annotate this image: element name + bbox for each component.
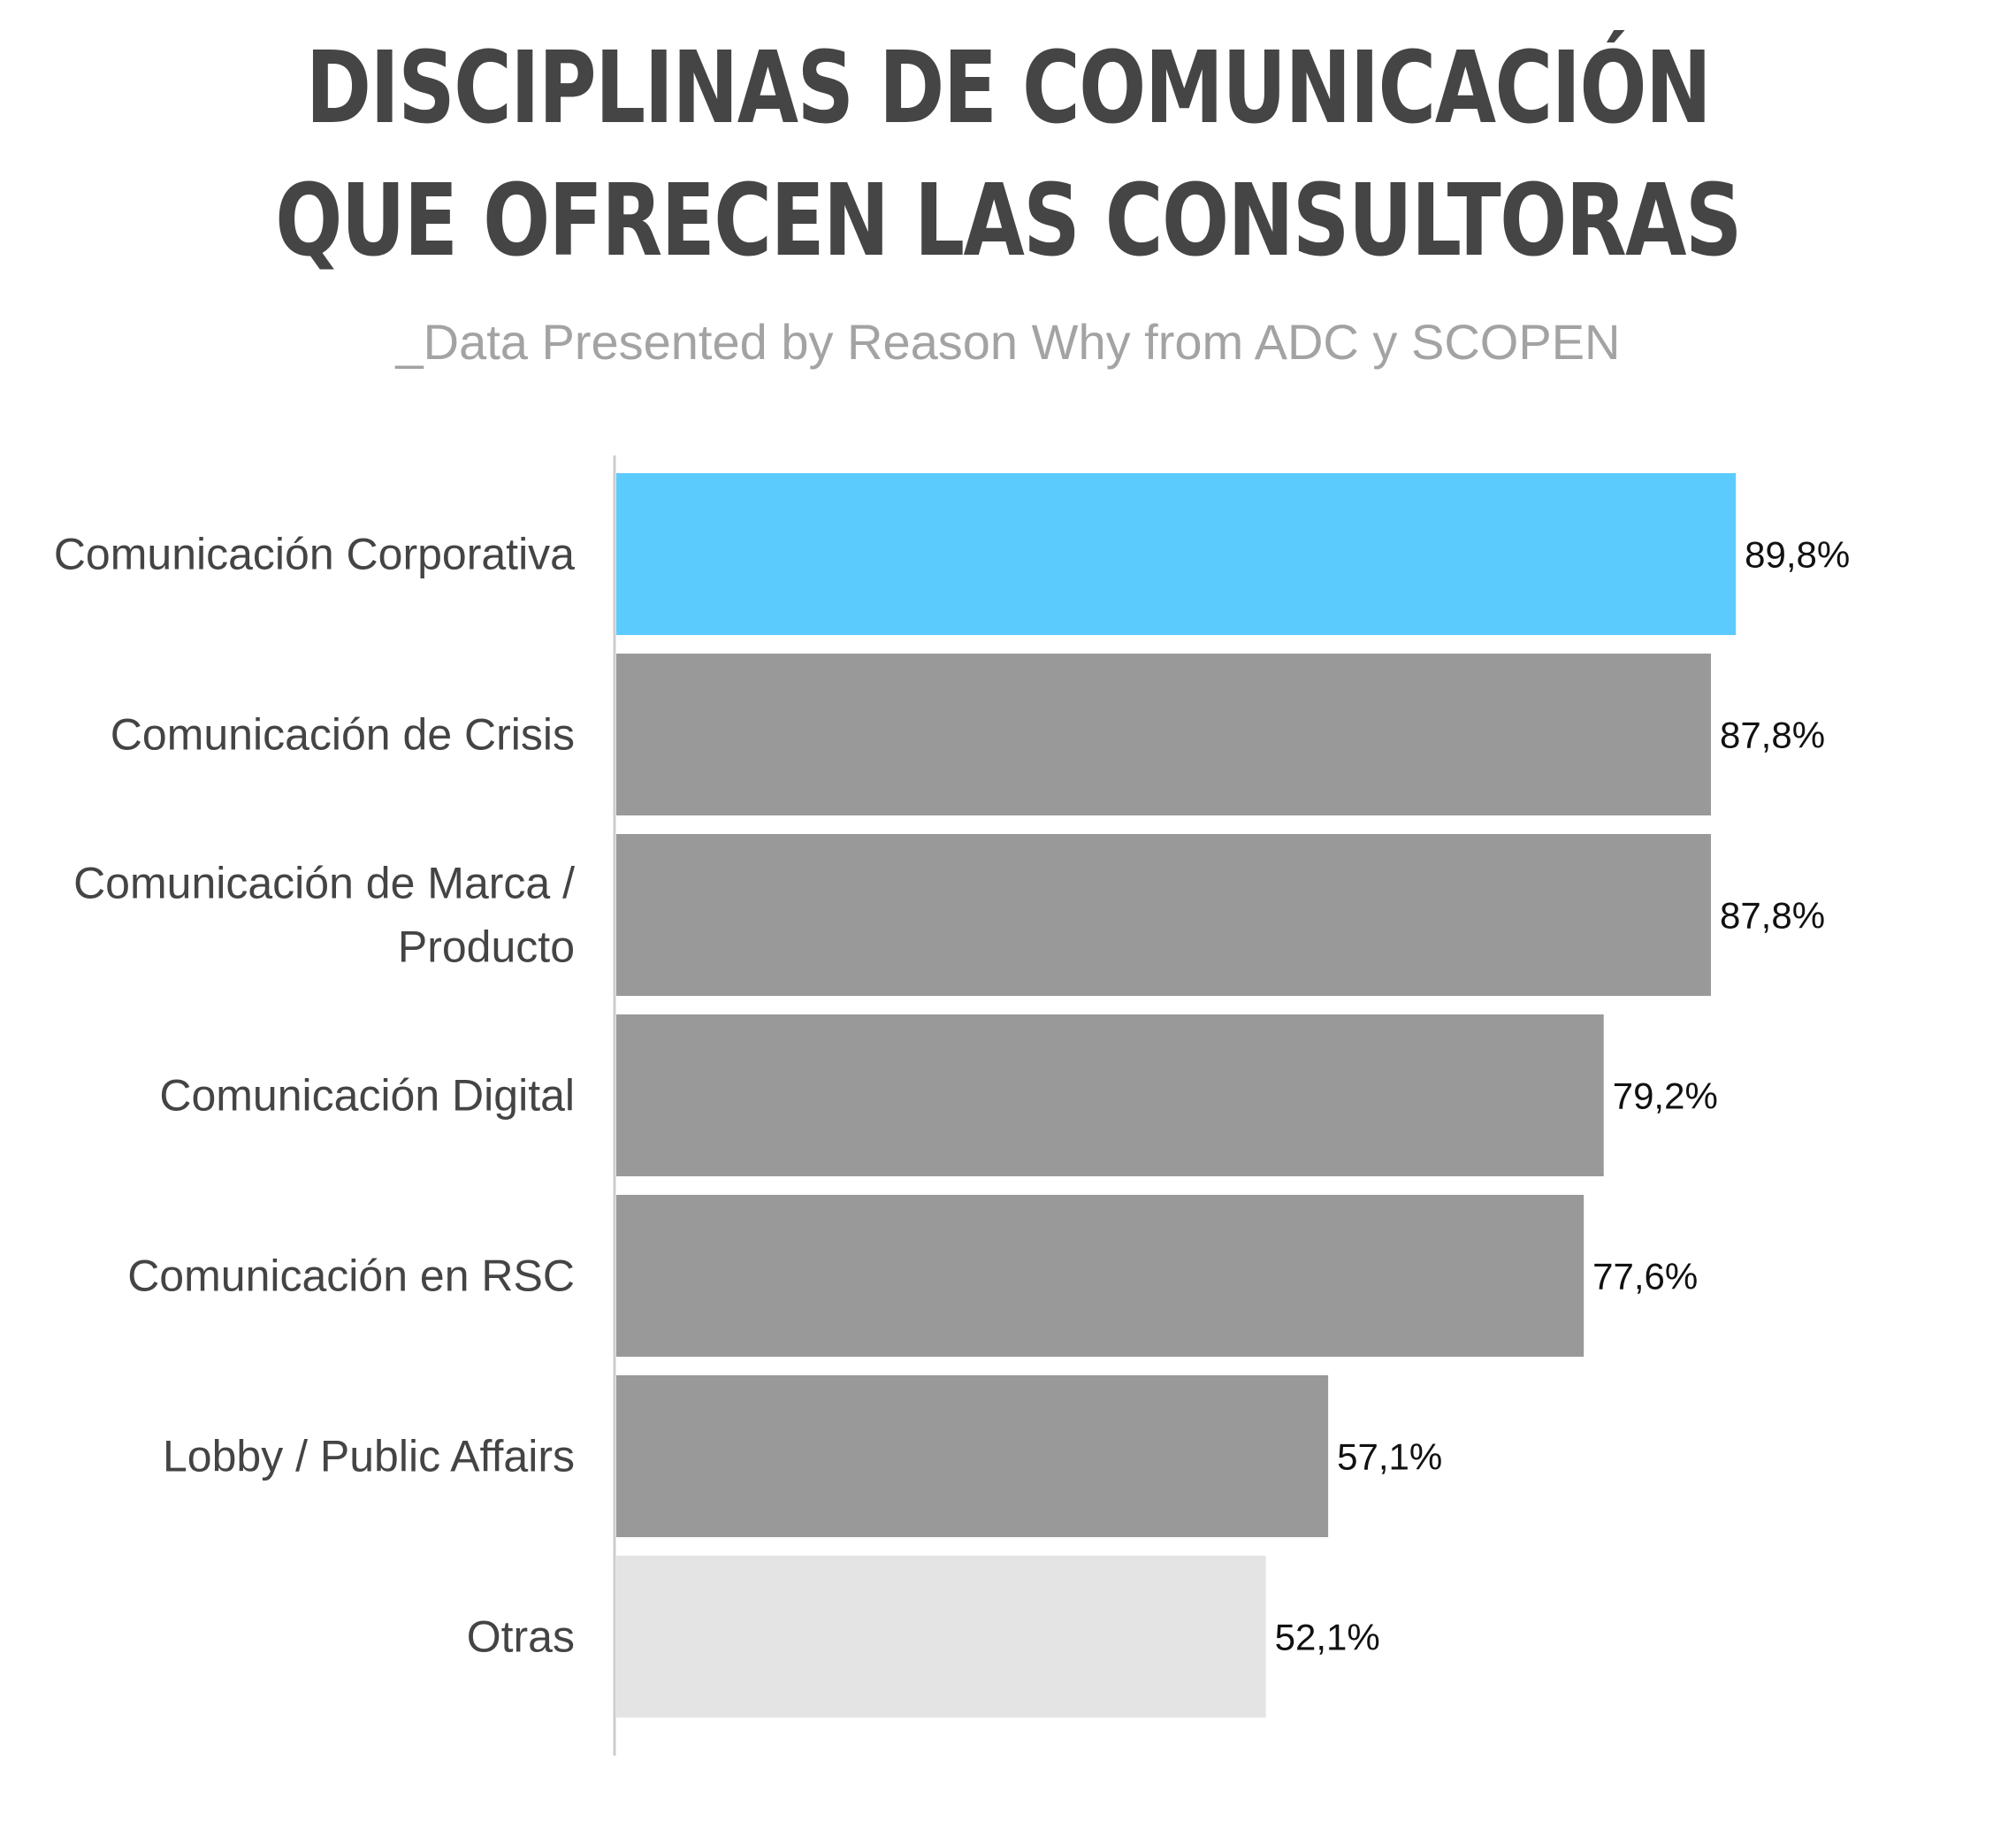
category-label-3: Comunicación de Marca / Producto (73, 859, 575, 972)
category-label-2: Comunicación de Crisis (111, 710, 575, 760)
chart-title-line-2: QUE OFRECEN LAS CONSULTORAS (275, 164, 1742, 279)
bar-6 (616, 1375, 1329, 1537)
category-label-6: Lobby / Public Affairs (163, 1432, 575, 1481)
chart-title-line-1: DISCIPLINAS DE COMUNICACIÓN (305, 31, 1712, 146)
category-label-7: Otras (467, 1612, 575, 1662)
category-label-1: Comunicación Corporativa (54, 530, 575, 579)
chart-subtitle: _Data Presented by Reason Why from ADC y… (395, 314, 1621, 370)
value-label-2: 87,8% (1720, 715, 1825, 756)
bar-1 (616, 473, 1737, 635)
value-label-4: 79,2% (1613, 1075, 1718, 1117)
value-label-7: 52,1% (1275, 1617, 1380, 1658)
bar-3 (616, 834, 1711, 996)
category-label-5: Comunicación en RSC (127, 1251, 575, 1301)
bar-7 (616, 1556, 1266, 1718)
bar-4 (616, 1014, 1604, 1176)
category-label-4: Comunicación Digital (159, 1071, 575, 1121)
value-label-1: 89,8% (1745, 534, 1850, 576)
value-label-5: 77,6% (1592, 1256, 1698, 1297)
bar-5 (616, 1195, 1585, 1357)
bar-2 (616, 654, 1711, 815)
value-label-3: 87,8% (1720, 895, 1825, 937)
value-label-6: 57,1% (1337, 1436, 1442, 1478)
